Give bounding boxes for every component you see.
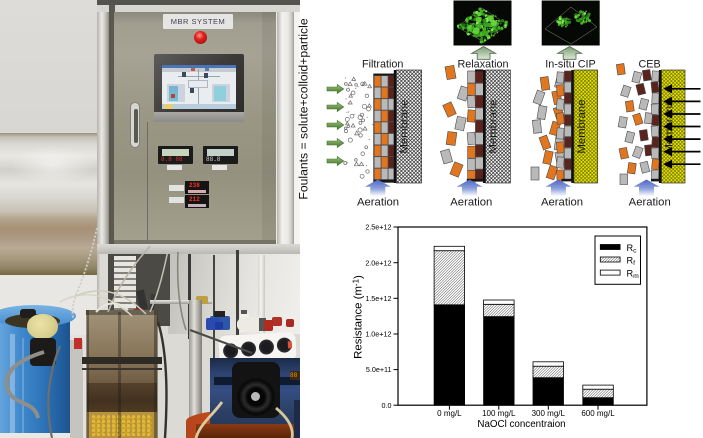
- svg-text:1.0e+12: 1.0e+12: [365, 330, 391, 339]
- svg-text:100 mg/L: 100 mg/L: [482, 409, 516, 418]
- svg-text:Aeration: Aeration: [541, 197, 583, 209]
- svg-text:NaOCl concentraion: NaOCl concentraion: [477, 419, 565, 430]
- svg-text:0 mg/L: 0 mg/L: [437, 409, 462, 418]
- svg-text:Foulants = solute+colloid+part: Foulants = solute+colloid+particle: [297, 18, 311, 199]
- svg-text:Aeration: Aeration: [450, 197, 492, 209]
- svg-text:Membrane: Membrane: [488, 100, 500, 154]
- svg-text:Filtration: Filtration: [362, 59, 403, 71]
- svg-text:Membrane: Membrane: [576, 100, 588, 154]
- svg-text:Rm: Rm: [627, 268, 640, 280]
- svg-text:5.0e+11: 5.0e+11: [366, 365, 392, 374]
- svg-text:Aeration: Aeration: [629, 197, 671, 209]
- svg-text:In-situ CIP: In-situ CIP: [545, 59, 595, 71]
- svg-text:Rc: Rc: [627, 243, 638, 255]
- svg-text:300 mg/L: 300 mg/L: [532, 409, 566, 418]
- svg-text:2.5e+12: 2.5e+12: [365, 223, 391, 232]
- svg-text:Relaxation: Relaxation: [457, 59, 508, 71]
- svg-text:Aeration: Aeration: [357, 197, 399, 209]
- svg-text:Membrane: Membrane: [399, 100, 411, 154]
- svg-text:600 mg/L: 600 mg/L: [581, 409, 615, 418]
- svg-text:0.0: 0.0: [382, 401, 392, 410]
- svg-text:Resistance (m-1): Resistance (m-1): [352, 275, 365, 359]
- svg-text:CEB: CEB: [638, 59, 660, 71]
- svg-text:1.5e+12: 1.5e+12: [365, 294, 391, 303]
- svg-text:Rf: Rf: [627, 255, 636, 267]
- svg-text:2.0e+12: 2.0e+12: [365, 258, 391, 267]
